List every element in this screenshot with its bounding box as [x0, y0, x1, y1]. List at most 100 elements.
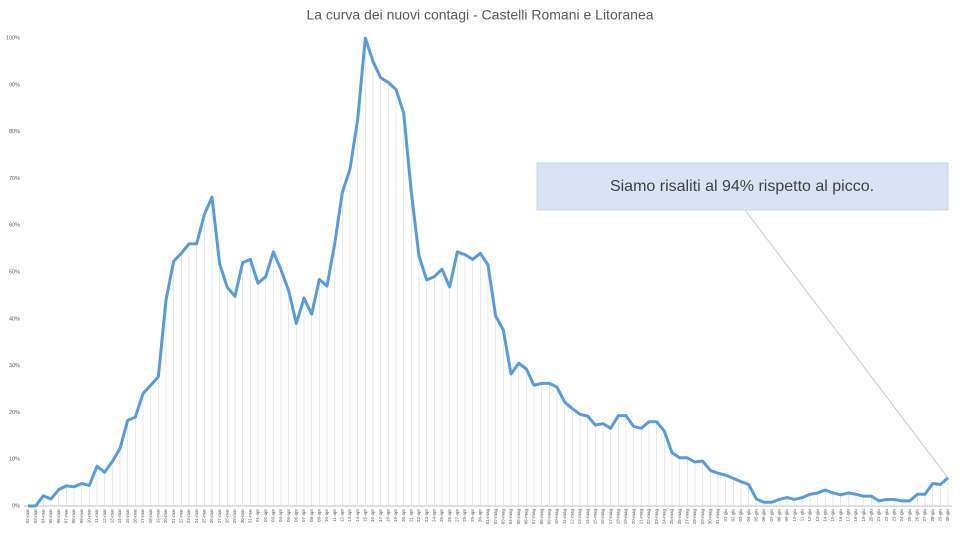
- x-tick-label: 16-mag: [600, 509, 605, 525]
- x-tick-label: 24-apr: [432, 509, 437, 523]
- x-tick-label: 22-apr: [416, 509, 421, 523]
- x-tick-label: 03-giu: [738, 509, 743, 522]
- x-tick-label: 20-mar: [163, 509, 168, 524]
- x-tick-label: 10-mag: [554, 509, 559, 525]
- x-tick-label: 25-apr: [439, 509, 444, 523]
- x-tick-label: 18-giu: [853, 509, 858, 522]
- x-tick-label: 05-mar: [48, 509, 53, 524]
- x-tick-label: 10-mar: [87, 509, 92, 524]
- x-tick-label: 09-giu: [784, 509, 789, 522]
- x-tick-label: 08-mag: [539, 509, 544, 525]
- x-tick-label: 01-mag: [485, 509, 490, 525]
- x-tick-label: 07-apr: [301, 509, 306, 523]
- x-tick-label: 06-giu: [761, 509, 766, 522]
- x-tick-label: 13-giu: [815, 509, 820, 522]
- x-tick-label: 22-mar: [179, 509, 184, 524]
- x-tick-label: 03-mar: [33, 509, 38, 524]
- y-tick-label: 10%: [9, 457, 20, 463]
- x-tick-label: 28-giu: [930, 509, 935, 522]
- x-tick-label: 26-giu: [915, 509, 920, 522]
- x-tick-label: 14-giu: [823, 509, 828, 522]
- y-tick-label: 40%: [9, 316, 20, 322]
- x-tick-label: 27-mar: [217, 509, 222, 524]
- x-tick-label: 06-apr: [294, 509, 299, 523]
- x-tick-label: 10-apr: [324, 509, 329, 523]
- x-tick-label: 04-mar: [41, 509, 46, 524]
- y-tick-label: 100%: [6, 35, 20, 41]
- x-tick-label: 17-apr: [378, 509, 383, 523]
- x-tick-label: 01-apr: [255, 509, 260, 523]
- x-tick-label: 25-mar: [202, 509, 207, 524]
- x-tick-label: 05-giu: [754, 509, 759, 522]
- x-tick-label: 17-giu: [846, 509, 851, 522]
- x-tick-label: 11-mar: [94, 509, 99, 523]
- x-tick-label: 14-mar: [117, 509, 122, 524]
- x-tick-label: 22-giu: [884, 509, 889, 522]
- x-tick-label: 23-apr: [424, 509, 429, 523]
- x-tick-label: 21-mag: [639, 509, 644, 525]
- x-tick-label: 02-mag: [493, 509, 498, 525]
- x-tick-label: 08-apr: [309, 509, 314, 523]
- x-tick-label: 19-mag: [623, 509, 628, 525]
- x-tick-label: 16-mar: [133, 509, 138, 524]
- x-tick-label: 11-apr: [332, 509, 337, 522]
- x-tick-label: 12-apr: [340, 509, 345, 523]
- x-tick-label: 05-mag: [516, 509, 521, 525]
- y-tick-label: 0%: [12, 503, 20, 509]
- x-tick-label: 31-mar: [248, 509, 253, 524]
- x-tick-label: 19-mar: [156, 509, 161, 524]
- x-tick-label: 29-apr: [470, 509, 475, 523]
- x-tick-label: 04-mag: [508, 509, 513, 525]
- x-tick-label: 18-mar: [148, 509, 153, 524]
- annotation-box: [536, 162, 949, 211]
- x-tick-label: 29-mag: [700, 509, 705, 525]
- x-tick-label: 29-mar: [232, 509, 237, 524]
- y-tick-label: 20%: [9, 410, 20, 416]
- x-tick-label: 15-mag: [593, 509, 598, 525]
- x-tick-label: 15-apr: [363, 509, 368, 523]
- x-tick-label: 27-apr: [455, 509, 460, 523]
- x-tick-label: 08-giu: [777, 509, 782, 522]
- x-tick-label: 03-apr: [271, 509, 276, 523]
- data-line: [28, 36, 949, 508]
- x-tick-label: 07-giu: [769, 509, 774, 522]
- x-tick-label: 23-giu: [892, 509, 897, 522]
- x-tick-label: 21-apr: [409, 509, 414, 523]
- x-tick-label: 09-apr: [317, 509, 322, 523]
- x-tick-label: 24-mar: [194, 509, 199, 524]
- x-tick-label: 27-giu: [922, 509, 927, 522]
- x-tick-label: 04-apr: [278, 509, 283, 523]
- x-tick-label: 20-mag: [631, 509, 636, 525]
- x-tick-label: 15-mar: [125, 509, 130, 524]
- x-tick-label: 02-giu: [731, 509, 736, 522]
- x-tick-label: 30-giu: [945, 509, 950, 522]
- annotation-leader: [744, 209, 949, 479]
- x-tick-label: 20-apr: [401, 509, 406, 523]
- chart-title: La curva dei nuovi contagi - Castelli Ro…: [306, 7, 653, 23]
- x-tick-label: 28-mar: [225, 509, 230, 524]
- x-tick-label: 11-mag: [562, 509, 567, 524]
- x-tick-label: 26-mag: [677, 509, 682, 525]
- x-tick-label: 13-mag: [577, 509, 582, 525]
- x-tick-label: 18-mag: [616, 509, 621, 525]
- x-tick-label: 25-mag: [669, 509, 674, 525]
- x-tick-label: 25-giu: [907, 509, 912, 522]
- x-tick-label: 24-giu: [899, 509, 904, 522]
- x-tick-label: 12-giu: [807, 509, 812, 522]
- x-tick-label: 02-apr: [263, 509, 268, 523]
- x-tick-label: 14-apr: [355, 509, 360, 523]
- x-tick-label: 30-mar: [240, 509, 245, 524]
- x-tick-label: 17-mar: [140, 509, 145, 524]
- x-tick-label: 23-mar: [186, 509, 191, 524]
- x-tick-label: 28-apr: [462, 509, 467, 523]
- x-tick-label: 23-mag: [654, 509, 659, 525]
- y-tick-label: 60%: [9, 223, 20, 229]
- y-tick-label: 30%: [9, 363, 20, 369]
- x-tick-label: 15-giu: [830, 509, 835, 522]
- x-tick-label: 29-giu: [938, 509, 943, 522]
- x-tick-label: 13-apr: [347, 509, 352, 523]
- y-tick-label: 80%: [9, 129, 20, 135]
